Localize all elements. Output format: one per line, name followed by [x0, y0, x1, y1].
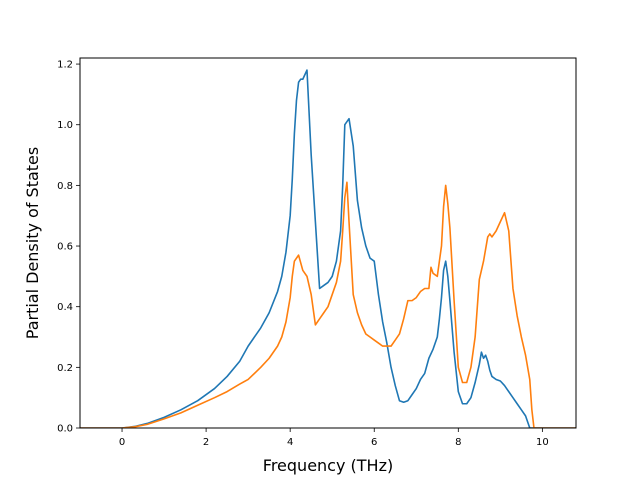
x-tick-label: 10 — [536, 437, 549, 448]
series-line-1 — [80, 69, 576, 428]
x-axis-label: Frequency (THz) — [263, 456, 393, 475]
y-tick-label: 0.0 — [57, 424, 73, 435]
x-tick-label: 4 — [287, 437, 293, 448]
x-tick-label: 2 — [203, 437, 209, 448]
y-tick-label: 1.2 — [57, 60, 73, 71]
y-tick-label: 0.4 — [57, 302, 73, 313]
series-line-2 — [80, 181, 576, 428]
y-axis-ticks: 0.0 0.2 0.4 0.6 0.8 1.0 1.2 — [57, 60, 80, 435]
y-tick-label: 0.6 — [57, 242, 73, 253]
x-axis-ticks: 0 2 4 6 8 10 — [119, 428, 549, 448]
x-tick-label: 8 — [455, 437, 461, 448]
series-layer — [80, 69, 576, 428]
x-tick-label: 6 — [371, 437, 377, 448]
y-axis-label: Partial Density of States — [23, 147, 42, 339]
y-tick-label: 1.0 — [57, 120, 73, 131]
y-tick-label: 0.8 — [57, 181, 73, 192]
plot-frame — [79, 57, 577, 429]
x-tick-label: 0 — [119, 437, 125, 448]
plot-area-background — [80, 58, 576, 428]
y-tick-label: 0.2 — [57, 363, 73, 374]
